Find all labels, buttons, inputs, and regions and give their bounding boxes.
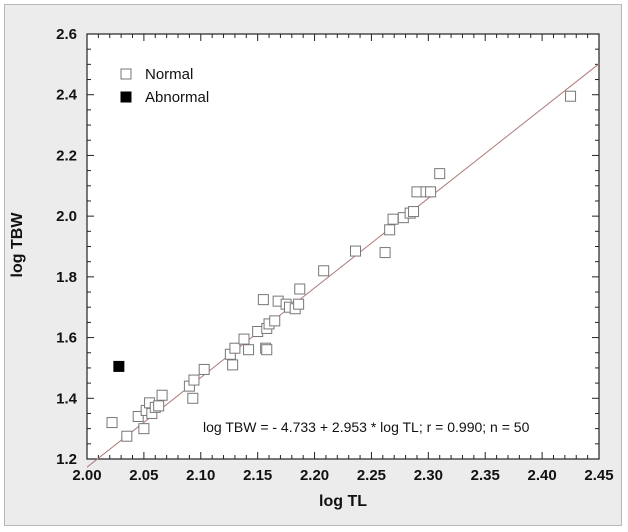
normal-point bbox=[243, 344, 255, 356]
x-tick-label: 2.40 bbox=[528, 467, 557, 484]
y-tick-label: 2.4 bbox=[56, 87, 78, 104]
normal-point bbox=[411, 186, 423, 198]
normal-point bbox=[121, 430, 133, 442]
abnormal-point bbox=[113, 360, 125, 372]
x-tick-label: 2.15 bbox=[243, 467, 272, 484]
legend-abnormal-marker bbox=[120, 91, 132, 103]
normal-point bbox=[565, 90, 577, 102]
y-tick-label: 1.8 bbox=[56, 269, 77, 286]
normal-point bbox=[318, 265, 330, 277]
normal-point bbox=[350, 245, 362, 257]
normal-point bbox=[187, 392, 199, 404]
normal-point bbox=[188, 374, 200, 386]
normal-point bbox=[269, 315, 281, 327]
y-tick-label: 2.2 bbox=[56, 147, 77, 164]
normal-point bbox=[379, 247, 391, 259]
x-tick-label: 2.00 bbox=[72, 467, 101, 484]
normal-point bbox=[261, 344, 273, 356]
minor-ticks bbox=[87, 34, 599, 459]
normal-point bbox=[138, 423, 150, 435]
major-ticks bbox=[86, 33, 600, 460]
normal-point bbox=[198, 363, 210, 375]
normal-point bbox=[227, 359, 239, 371]
normal-point bbox=[238, 333, 250, 345]
x-tick-label: 2.25 bbox=[357, 467, 386, 484]
legend: Normal Abnormal bbox=[120, 66, 209, 106]
normal-point bbox=[434, 168, 446, 180]
y-tick-label: 1.6 bbox=[56, 330, 77, 347]
normal-point bbox=[252, 326, 264, 337]
normal-point bbox=[425, 186, 437, 198]
x-axis-title: log TL bbox=[319, 493, 367, 510]
legend-normal-marker bbox=[120, 68, 132, 80]
x-tick-label: 2.20 bbox=[300, 467, 329, 484]
normal-point bbox=[153, 400, 165, 412]
plot-area bbox=[86, 33, 600, 460]
x-tick-label: 2.05 bbox=[129, 467, 158, 484]
normal-point bbox=[293, 298, 305, 310]
y-tick-label: 2.0 bbox=[56, 208, 77, 225]
y-tick-label: 2.6 bbox=[56, 26, 77, 43]
x-tick-labels: 2.00 2.05 2.10 2.15 2.20 2.25 2.30 2.35 2.40 2.45 bbox=[72, 467, 613, 484]
regression-line bbox=[86, 63, 600, 468]
legend-normal-label: Normal bbox=[145, 66, 193, 83]
x-tick-label: 2.35 bbox=[471, 467, 500, 484]
normal-point bbox=[156, 389, 168, 401]
normal-point bbox=[294, 283, 306, 295]
y-axis-title: log TBW bbox=[9, 212, 26, 278]
normal-point bbox=[257, 294, 269, 306]
y-tick-label: 1.2 bbox=[56, 451, 77, 468]
normal-point bbox=[229, 342, 241, 354]
x-tick-label: 2.45 bbox=[584, 467, 613, 484]
normal-point bbox=[132, 411, 144, 422]
x-tick-label: 2.10 bbox=[186, 467, 215, 484]
y-tick-labels: 1.2 1.4 1.6 1.8 2.0 2.2 2.4 2.6 bbox=[56, 26, 78, 468]
x-tick-label: 2.30 bbox=[414, 467, 443, 484]
normal-point bbox=[384, 224, 396, 236]
data-points bbox=[106, 90, 577, 442]
regression-annotation: log TBW = - 4.733 + 2.953 * log TL; r = … bbox=[203, 419, 530, 435]
normal-point bbox=[387, 213, 399, 225]
normal-point bbox=[408, 206, 420, 218]
normal-point bbox=[106, 417, 118, 429]
legend-abnormal-label: Abnormal bbox=[145, 89, 209, 106]
y-tick-label: 1.4 bbox=[56, 390, 78, 407]
